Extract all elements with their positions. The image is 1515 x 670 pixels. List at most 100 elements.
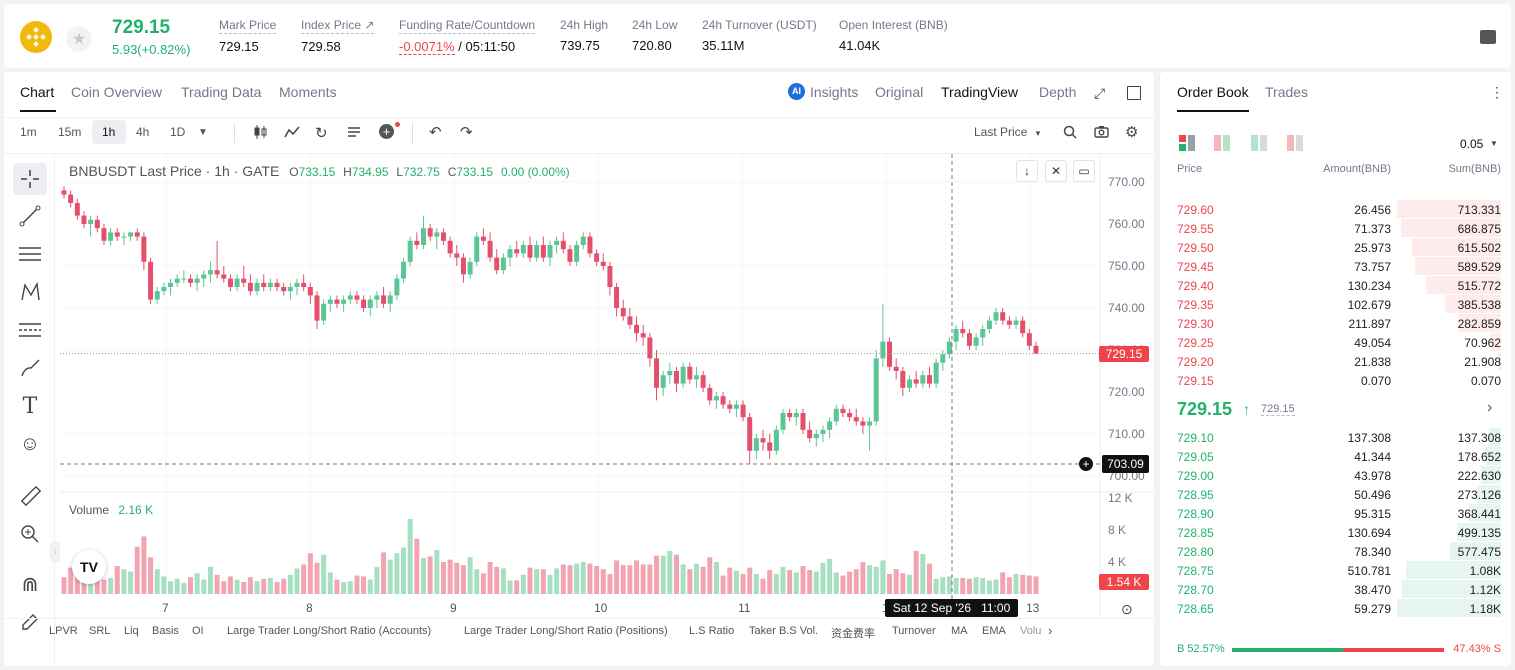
- bid-row[interactable]: 728.70 38.470 1.12K: [1160, 580, 1511, 599]
- indicator-oi[interactable]: OI: [192, 625, 204, 637]
- ask-row[interactable]: 729.50 25.973 615.502: [1160, 238, 1511, 257]
- fib-tool-icon[interactable]: [13, 238, 47, 270]
- ask-row[interactable]: 729.35 102.679 385.538: [1160, 295, 1511, 314]
- magnet-tool-icon[interactable]: ⋒: [21, 573, 39, 596]
- camera-icon[interactable]: [1094, 125, 1109, 141]
- interval-dropdown-icon[interactable]: ▼: [198, 127, 208, 138]
- expand-arrow-icon[interactable]: ›: [1487, 399, 1493, 416]
- tab-moments[interactable]: Moments: [279, 84, 337, 100]
- view-split-icon[interactable]: [1214, 135, 1230, 154]
- collapse-toolbar-icon[interactable]: ‹: [50, 542, 60, 562]
- tradingview-button[interactable]: TradingView: [941, 84, 1019, 100]
- stat-label[interactable]: Index Price ↗: [301, 18, 375, 34]
- original-view-button[interactable]: Original: [875, 84, 924, 100]
- funding-rate-value[interactable]: -0.0071%: [399, 39, 455, 55]
- add-indicator-icon[interactable]: +: [379, 124, 394, 139]
- brush-tool-icon[interactable]: [13, 352, 47, 384]
- indicator-turnover[interactable]: Turnover: [892, 625, 936, 637]
- templates-icon[interactable]: [347, 125, 361, 142]
- bid-row[interactable]: 728.65 59.279 1.18K: [1160, 599, 1511, 618]
- bid-row[interactable]: 728.95 50.496 273.126: [1160, 485, 1511, 504]
- ask-row[interactable]: 729.45 73.757 589.529: [1160, 257, 1511, 276]
- prediction-tool-icon[interactable]: [13, 314, 47, 346]
- price-type-select[interactable]: Last Price: [974, 125, 1028, 139]
- redo-icon[interactable]: ↷: [460, 124, 473, 141]
- pattern-tool-icon[interactable]: [13, 276, 47, 308]
- emoji-tool-icon[interactable]: ☺: [19, 432, 41, 455]
- ask-row[interactable]: 729.15 0.070 0.070: [1160, 371, 1511, 390]
- indicator-taker-vol[interactable]: Taker B.S Vol.: [749, 625, 819, 637]
- ask-row[interactable]: 729.40 130.234 515.772: [1160, 276, 1511, 295]
- crosshair-tool-icon[interactable]: [13, 163, 47, 195]
- stat-label[interactable]: Mark Price: [219, 18, 277, 34]
- bid-row[interactable]: 729.05 41.344 178.652: [1160, 447, 1511, 466]
- ask-row[interactable]: 729.20 21.838 21.908: [1160, 352, 1511, 371]
- bid-row[interactable]: 728.85 130.694 499.135: [1160, 523, 1511, 542]
- interval-1m[interactable]: 1m: [20, 125, 37, 139]
- more-options-icon[interactable]: ⋮: [1490, 84, 1504, 100]
- tab-chart[interactable]: Chart: [20, 84, 55, 100]
- chart-settings-icon[interactable]: ⊙: [1121, 601, 1133, 617]
- ask-row[interactable]: 729.60 26.456 713.331: [1160, 200, 1511, 219]
- favorite-star-icon[interactable]: ★: [66, 26, 92, 52]
- ask-row[interactable]: 729.25 49.054 70.962: [1160, 333, 1511, 352]
- tab-coin-overview[interactable]: Coin Overview: [71, 84, 163, 100]
- collapse-pane-icon[interactable]: ✕: [1045, 160, 1067, 182]
- bid-row[interactable]: 729.00 43.978 222.630: [1160, 466, 1511, 485]
- tab-trades[interactable]: Trades: [1265, 84, 1309, 100]
- ai-insights-icon[interactable]: AI: [788, 83, 805, 100]
- pencil-tool-icon[interactable]: [13, 606, 47, 638]
- indicator-ma[interactable]: MA: [951, 625, 968, 637]
- compare-icon[interactable]: ↻: [315, 125, 328, 142]
- interval-15m[interactable]: 15m: [58, 125, 82, 139]
- zoom-in-tool-icon[interactable]: [13, 518, 47, 550]
- precision-select[interactable]: 0.05: [1460, 137, 1484, 151]
- indicator-volume[interactable]: Volu: [1020, 625, 1042, 637]
- trendline-tool-icon[interactable]: [13, 200, 47, 232]
- view-bids-icon[interactable]: [1251, 135, 1267, 154]
- fullscreen-icon[interactable]: ⤢: [1094, 85, 1106, 101]
- indicator-ls-ratio[interactable]: L.S Ratio: [689, 625, 735, 637]
- indicator-ls-positions[interactable]: Large Trader Long/Short Ratio (Positions…: [464, 625, 668, 637]
- price-chart[interactable]: 770.00760.00750.00740.00730.00720.00710.…: [4, 72, 1154, 666]
- indicator-ls-accounts[interactable]: Large Trader Long/Short Ratio (Accounts): [227, 625, 432, 637]
- interval-1d[interactable]: 1D: [170, 125, 186, 139]
- text-tool-icon[interactable]: T: [22, 393, 38, 419]
- stat-label[interactable]: Funding Rate/Countdown: [399, 18, 536, 34]
- bid-row[interactable]: 729.10 137.308 137.308: [1160, 428, 1511, 447]
- indicator-srl[interactable]: SRL: [89, 625, 111, 637]
- indicators-icon[interactable]: [284, 125, 300, 142]
- price-type-dropdown-icon[interactable]: ▼: [1034, 129, 1042, 138]
- ask-row[interactable]: 729.55 71.373 686.875: [1160, 219, 1511, 238]
- bid-row[interactable]: 728.80 78.340 577.475: [1160, 542, 1511, 561]
- bid-row[interactable]: 728.90 95.315 368.441: [1160, 504, 1511, 523]
- tradingview-logo-icon[interactable]: TV: [72, 550, 106, 584]
- mid-mark-price[interactable]: 729.15: [1261, 403, 1295, 416]
- undo-icon[interactable]: ↶: [429, 124, 442, 141]
- indicator-next-icon[interactable]: ›: [1048, 623, 1053, 638]
- indicator-liq[interactable]: Liq: [124, 625, 139, 637]
- indicator-ema[interactable]: EMA: [982, 625, 1006, 637]
- maximize-pane-icon[interactable]: ▭: [1073, 160, 1095, 182]
- indicator-lpvr[interactable]: LPVR: [49, 625, 78, 637]
- indicator-funding-rate[interactable]: 资金费率: [831, 628, 875, 640]
- indicator-basis[interactable]: Basis: [152, 625, 179, 637]
- precision-dropdown-icon[interactable]: ▼: [1490, 139, 1498, 148]
- window-toggle-icon[interactable]: [1127, 86, 1141, 100]
- interval-4h[interactable]: 4h: [136, 125, 150, 139]
- bid-row[interactable]: 728.75 510.781 1.08K: [1160, 561, 1511, 580]
- interval-1h[interactable]: 1h: [102, 125, 116, 139]
- depth-view-button[interactable]: Depth: [1039, 84, 1077, 100]
- view-asks-icon[interactable]: [1287, 135, 1303, 154]
- candle-type-icon[interactable]: [254, 125, 268, 142]
- tab-order-book[interactable]: Order Book: [1177, 84, 1249, 100]
- notes-icon[interactable]: [1480, 30, 1496, 44]
- search-icon[interactable]: [1063, 125, 1077, 142]
- ask-row[interactable]: 729.30 211.897 282.859: [1160, 314, 1511, 333]
- ruler-tool-icon[interactable]: [13, 480, 47, 512]
- settings-gear-icon[interactable]: ⚙: [1125, 124, 1139, 141]
- scroll-to-latest-icon[interactable]: ↓: [1016, 160, 1038, 182]
- view-both-icon[interactable]: [1179, 135, 1195, 154]
- add-alert-icon[interactable]: +: [1079, 457, 1093, 471]
- insights-button[interactable]: Insights: [810, 84, 859, 100]
